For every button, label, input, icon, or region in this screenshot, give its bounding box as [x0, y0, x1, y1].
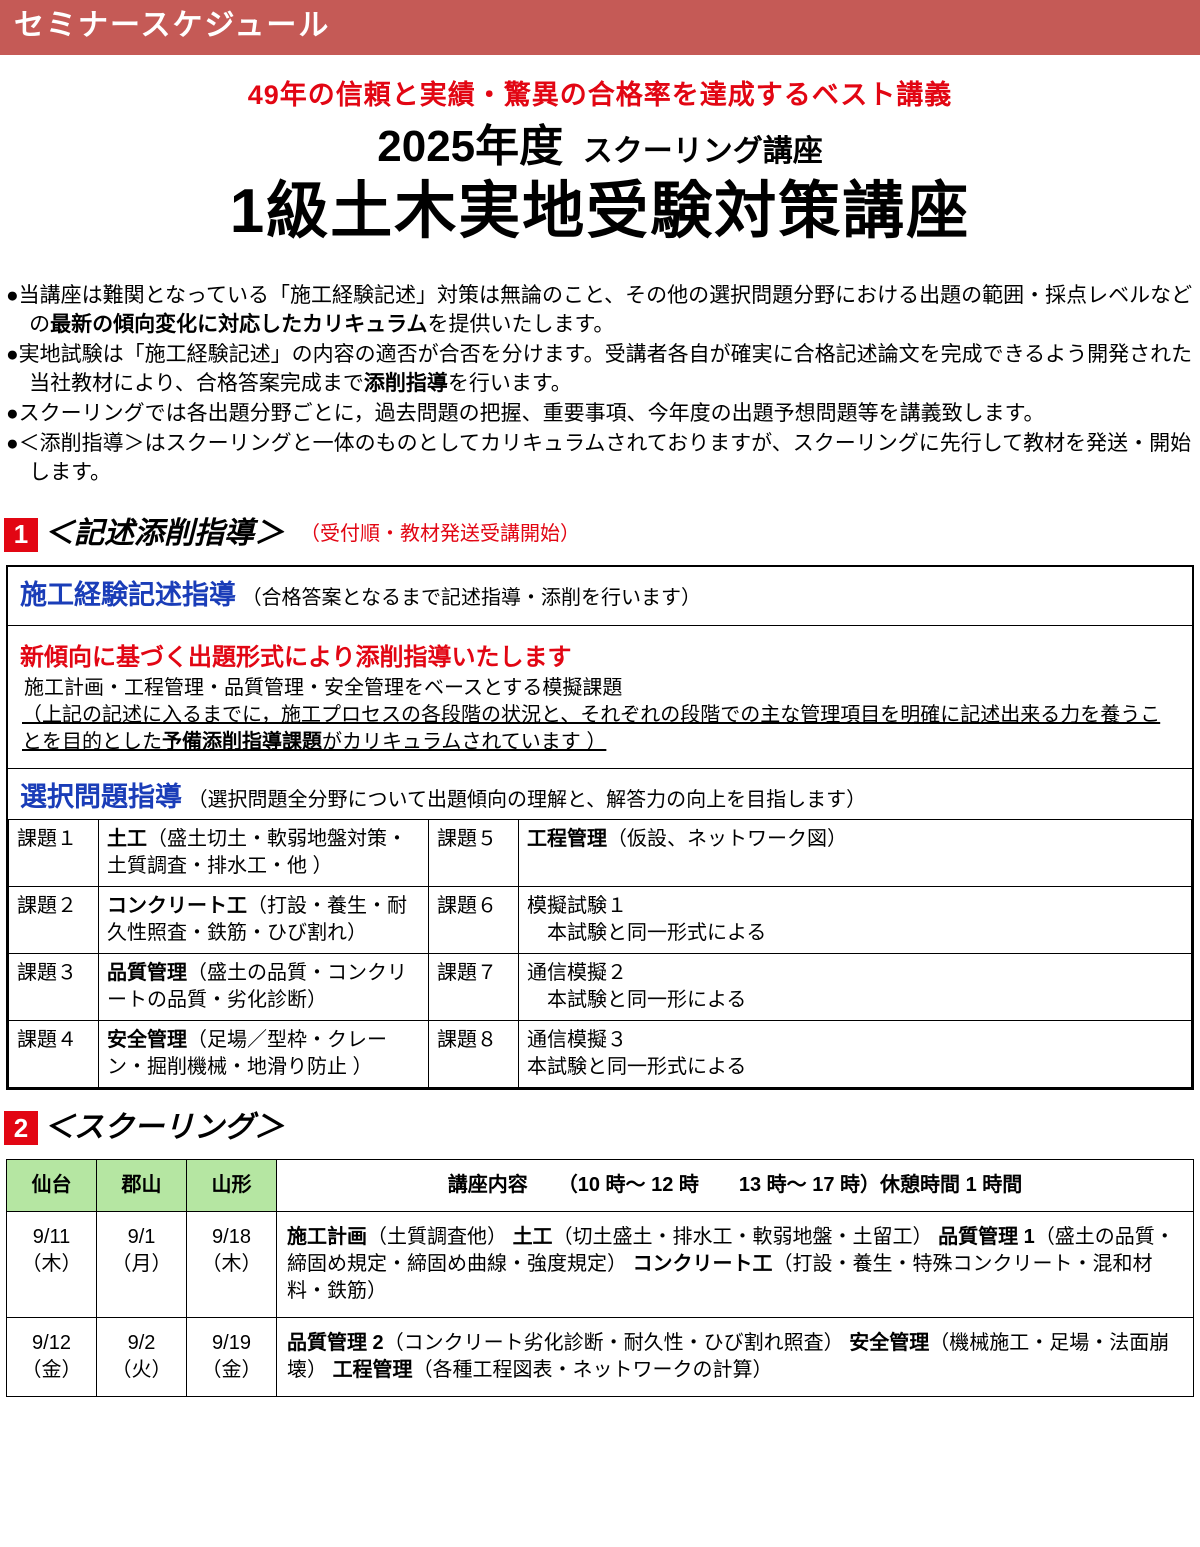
- seg1-body: 新傾向に基づく出題形式により添削指導いたします 施工計画・工程管理・品質管理・安…: [8, 626, 1192, 767]
- task-desc: コンクリート工（打設・養生・耐久性照査・鉄筋・ひび割れ）: [99, 887, 429, 954]
- task-num: 課題６: [429, 887, 519, 954]
- task-num: 課題８: [429, 1021, 519, 1088]
- task-row: 課題１土工（盛土切土・軟弱地盤対策・土質調査・排水工・他 ）課題５工程管理（仮設…: [9, 820, 1192, 887]
- year: 2025年度: [377, 122, 563, 171]
- task-num: 課題２: [9, 887, 99, 954]
- seg2-head: 選択問題指導: [20, 782, 182, 812]
- bullet-item: ●当講座は難関となっている「施工経験記述」対策は無論のこと、その他の選択問題分野…: [6, 281, 1194, 340]
- seg1-u2: がカリキュラムされています ）: [322, 731, 606, 753]
- task-row: 課題４安全管理（足場／型枠・クレーン・掘削機械・地滑り防止 ）課題８通信模擬３本…: [9, 1021, 1192, 1088]
- task-desc: 工程管理（仮設、ネットワーク図）: [519, 820, 1192, 887]
- tagline: 49年の信頼と実績・驚異の合格率を達成するベスト講義: [10, 77, 1190, 113]
- title-block: 2025年度 スクーリング講座 1級土木実地受験対策講座: [0, 117, 1200, 254]
- schedule-row: 9/11（木）9/1（月）9/18（木）施工計画（土質調査他） 土工（切土盛土・…: [7, 1211, 1194, 1317]
- schedule-table: 仙台 郡山 山形 講座内容 （10 時～ 12 時 13 時～ 17 時）休憩時…: [6, 1159, 1194, 1397]
- task-num: 課題７: [429, 954, 519, 1021]
- schedule-date: 9/19（金）: [187, 1317, 277, 1396]
- seg1-underline: （上記の記述に入るまでに，施工プロセスの各段階の状況と、それぞれの段階での主な管…: [20, 702, 1180, 756]
- task-table: 課題１土工（盛土切土・軟弱地盤対策・土質調査・排水工・他 ）課題５工程管理（仮設…: [8, 819, 1192, 1088]
- col-content: 講座内容 （10 時～ 12 時 13 時～ 17 時）休憩時間 1 時間: [277, 1159, 1194, 1211]
- section2-header: 2 ＜スクーリング＞: [4, 1108, 1200, 1149]
- section1-badge: 1: [4, 518, 38, 552]
- seg1-desc: （合格答案となるまで記述指導・添削を行います）: [242, 587, 701, 609]
- schedule-date: 9/2（火）: [97, 1317, 187, 1396]
- bullet-list: ●当講座は難関となっている「施工経験記述」対策は無論のこと、その他の選択問題分野…: [0, 272, 1200, 502]
- task-desc: 模擬試験１ 本試験と同一形式による: [519, 887, 1192, 954]
- col-sendai: 仙台: [7, 1159, 97, 1211]
- col-yamagata: 山形: [187, 1159, 277, 1211]
- task-desc: 安全管理（足場／型枠・クレーン・掘削機械・地滑り防止 ）: [99, 1021, 429, 1088]
- bullet-item: ●実地試験は「施工経験記述」の内容の適否が合否を分けます。受講者各自が確実に合格…: [6, 340, 1194, 399]
- section2-title: ＜スクーリング＞: [44, 1108, 284, 1149]
- seg1-ubold: 予備添削指導課題: [162, 731, 322, 753]
- task-num: 課題３: [9, 954, 99, 1021]
- task-desc: 通信模擬３本試験と同一形式による: [519, 1021, 1192, 1088]
- schedule-date: 9/1（月）: [97, 1211, 187, 1317]
- seg1-line2: 施工計画・工程管理・品質管理・安全管理をベースとする模擬課題: [20, 675, 1180, 702]
- schedule-header-row: 仙台 郡山 山形 講座内容 （10 時～ 12 時 13 時～ 17 時）休憩時…: [7, 1159, 1194, 1211]
- schedule-date: 9/12（金）: [7, 1317, 97, 1396]
- course-title: 1級土木実地受験対策講座: [0, 170, 1200, 254]
- schedule-date: 9/18（木）: [187, 1211, 277, 1317]
- seg2-head-row: 選択問題指導 （選択問題全分野について出題傾向の理解と、解答力の向上を目指します…: [8, 769, 1192, 819]
- bullet-item: ●スクーリングでは各出題分野ごとに，過去問題の把握、重要事項、今年度の出題予想問…: [6, 399, 1194, 428]
- task-desc: 土工（盛土切土・軟弱地盤対策・土質調査・排水工・他 ）: [99, 820, 429, 887]
- col-koriyama: 郡山: [97, 1159, 187, 1211]
- task-num: 課題１: [9, 820, 99, 887]
- seg1-red: 新傾向に基づく出題形式により添削指導いたします: [20, 642, 1180, 674]
- task-desc: 品質管理（盛土の品質・コンクリートの品質・劣化診断）: [99, 954, 429, 1021]
- task-row: 課題３品質管理（盛土の品質・コンクリートの品質・劣化診断）課題７通信模擬２ 本試…: [9, 954, 1192, 1021]
- seg1-head: 施工経験記述指導: [20, 580, 236, 610]
- header-bar: セミナースケジュール: [0, 0, 1200, 55]
- task-num: 課題４: [9, 1021, 99, 1088]
- task-num: 課題５: [429, 820, 519, 887]
- section1-header: 1 ＜記述添削指導＞ （受付順・教材発送受講開始）: [4, 514, 1200, 555]
- bullet-item: ●＜添削指導＞はスクーリングと一体のものとしてカリキュラムされておりますが、スク…: [6, 429, 1194, 488]
- section1-title: ＜記述添削指導＞: [44, 514, 284, 555]
- section2-badge: 2: [4, 1111, 38, 1145]
- schedule-date: 9/11（木）: [7, 1211, 97, 1317]
- task-row: 課題２コンクリート工（打設・養生・耐久性照査・鉄筋・ひび割れ）課題６模擬試験１ …: [9, 887, 1192, 954]
- seg2-desc: （選択問題全分野について出題傾向の理解と、解答力の向上を目指します）: [188, 789, 867, 811]
- schedule-row: 9/12（金）9/2（火）9/19（金）品質管理 2（コンクリート劣化診断・耐久…: [7, 1317, 1194, 1396]
- subline: スクーリング講座: [569, 135, 823, 168]
- header-title: セミナースケジュール: [14, 9, 330, 42]
- section1-box: 施工経験記述指導 （合格答案となるまで記述指導・添削を行います） 新傾向に基づく…: [6, 565, 1194, 1090]
- task-desc: 通信模擬２ 本試験と同一形による: [519, 954, 1192, 1021]
- schedule-content: 施工計画（土質調査他） 土工（切土盛土・排水工・軟弱地盤・土留工） 品質管理 1…: [277, 1211, 1194, 1317]
- seg1: 施工経験記述指導 （合格答案となるまで記述指導・添削を行います）: [8, 567, 1192, 625]
- section1-note: （受付順・教材発送受講開始）: [290, 521, 580, 548]
- schedule-content: 品質管理 2（コンクリート劣化診断・耐久性・ひび割れ照査） 安全管理（機械施工・…: [277, 1317, 1194, 1396]
